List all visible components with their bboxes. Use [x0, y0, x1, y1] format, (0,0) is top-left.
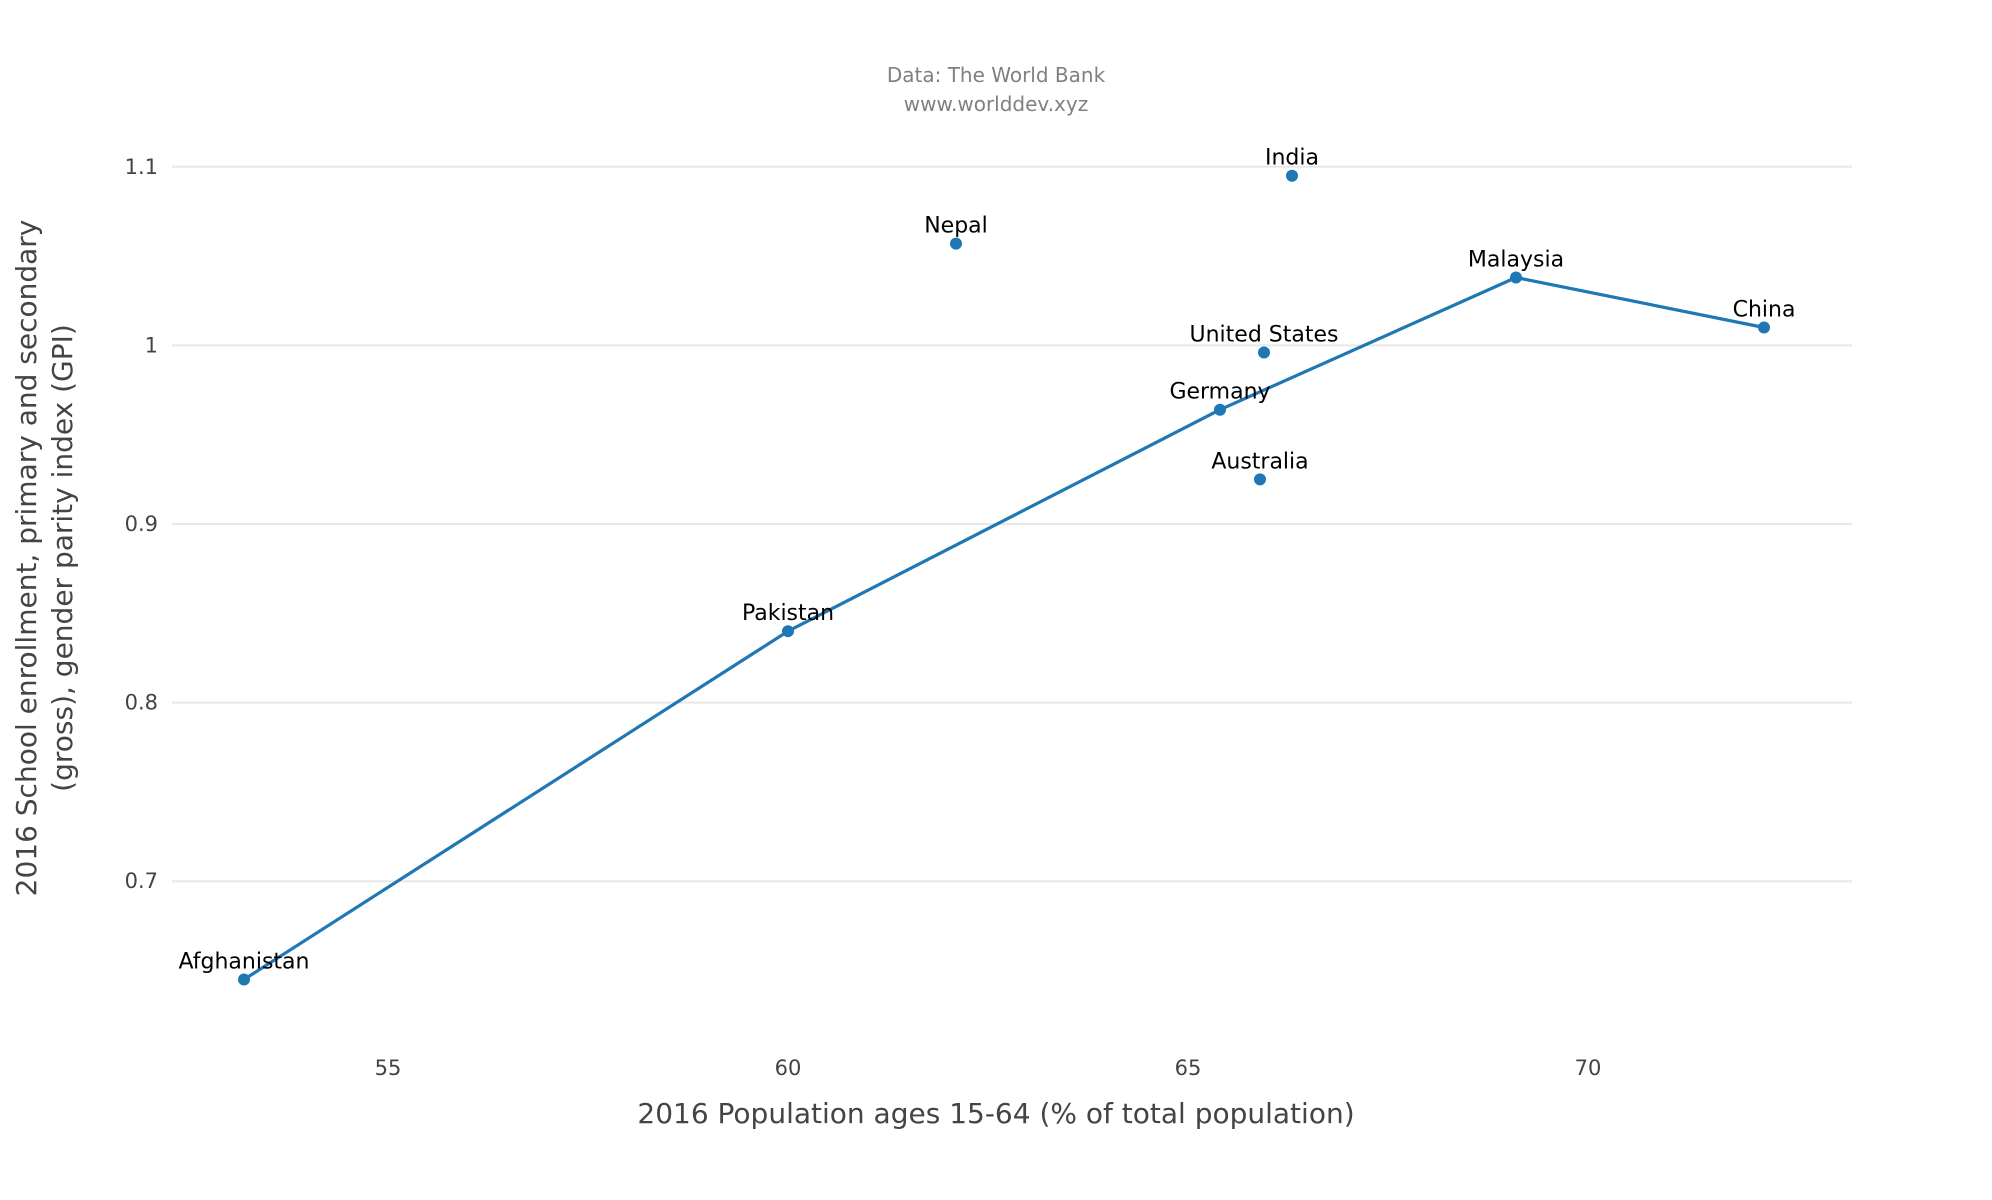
data-point: [1758, 321, 1770, 334]
x-tick-label: 55: [375, 1056, 402, 1080]
point-labels: Afghanistan Pakistan Nepal Germany Australia…: [179, 146, 1796, 975]
data-point: [782, 625, 794, 638]
y-axis-title-line-2: (gross), gender parity index (GPI): [46, 324, 79, 792]
y-tick-labels: 0.7 0.8 0.9 1 1.1: [125, 155, 158, 893]
x-tick-label: 60: [775, 1056, 802, 1080]
data-point: [1286, 169, 1298, 182]
data-point: [238, 973, 250, 986]
data-point: [950, 237, 962, 250]
point-label: Australia: [1211, 449, 1308, 474]
y-axis-title: 2016 School enrollment, primary and seco…: [10, 220, 79, 897]
y-tick-label: 0.8: [125, 691, 158, 715]
point-label: China: [1733, 298, 1796, 323]
y-tick-label: 1: [145, 333, 158, 357]
x-tick-label: 70: [1575, 1056, 1602, 1080]
y-tick-label: 0.9: [125, 512, 158, 536]
y-tick-label: 1.1: [125, 155, 158, 179]
gridlines: [172, 165, 1852, 883]
source-line-2: www.worlddev.xyz: [904, 92, 1088, 116]
trend-line-layer: [243, 275, 1765, 981]
data-point: [1254, 473, 1266, 486]
data-points: [238, 169, 1770, 986]
x-tick-labels: 55 60 65 70: [375, 1056, 1602, 1080]
source-line-1: Data: The World Bank: [887, 63, 1106, 87]
x-axis-title: 2016 Population ages 15-64 (% of total p…: [637, 1097, 1354, 1130]
x-tick-label: 65: [1175, 1056, 1202, 1080]
data-point: [1510, 271, 1522, 284]
point-label: United States: [1190, 323, 1339, 348]
point-label: Germany: [1169, 380, 1270, 405]
y-axis-title-line-1: 2016 School enrollment, primary and seco…: [10, 220, 43, 897]
point-label: India: [1265, 146, 1319, 171]
point-label: Malaysia: [1468, 248, 1564, 273]
point-label: Pakistan: [742, 601, 834, 626]
trend-line: [243, 275, 1765, 981]
data-point: [1258, 346, 1270, 359]
point-label: Nepal: [924, 214, 988, 239]
data-point: [1214, 403, 1226, 416]
y-tick-label: 0.7: [125, 869, 158, 893]
point-label: Afghanistan: [179, 949, 310, 974]
